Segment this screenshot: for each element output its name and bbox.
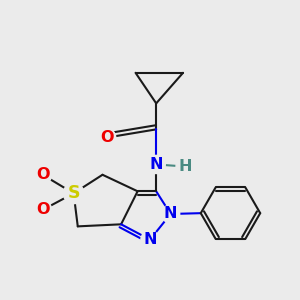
Circle shape — [98, 128, 116, 147]
Text: O: O — [36, 167, 50, 182]
Circle shape — [34, 166, 52, 184]
Text: O: O — [36, 202, 50, 217]
Circle shape — [34, 201, 52, 219]
Circle shape — [63, 183, 84, 204]
Circle shape — [176, 158, 194, 175]
Text: N: N — [149, 157, 163, 172]
Text: N: N — [164, 206, 177, 221]
Circle shape — [141, 230, 159, 249]
Text: O: O — [100, 130, 113, 145]
Text: H: H — [178, 159, 192, 174]
Text: N: N — [143, 232, 157, 247]
Circle shape — [147, 155, 165, 173]
Circle shape — [162, 205, 180, 223]
Text: S: S — [68, 184, 80, 202]
